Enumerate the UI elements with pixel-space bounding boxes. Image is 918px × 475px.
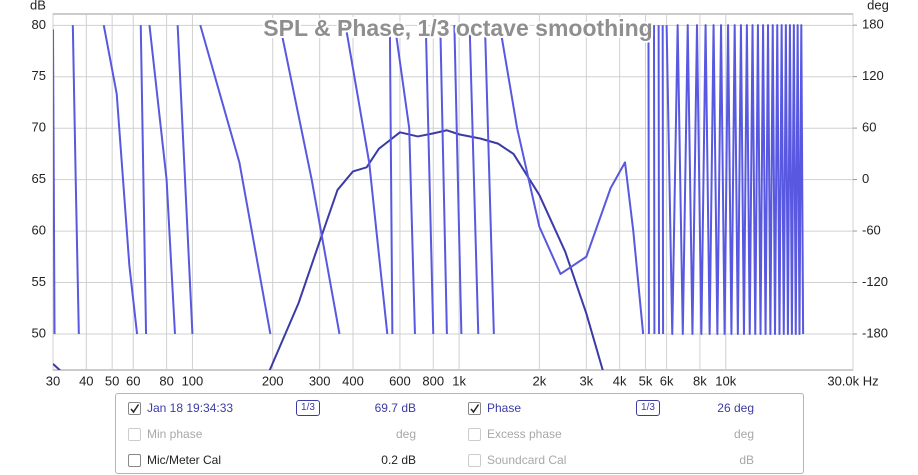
unit-label: deg: [733, 427, 754, 441]
y2-tick-label: 120: [862, 68, 884, 83]
x-tick-label: 8k: [693, 373, 707, 388]
chart-title: SPL & Phase, 1/3 octave smoothing: [263, 15, 652, 41]
x-tick-label: 800: [422, 373, 444, 388]
y2-tick-label: -120: [862, 274, 888, 289]
x-tick-label: 10k: [715, 373, 736, 388]
checkbox[interactable]: [128, 428, 141, 441]
x-tick-label: 5k: [639, 373, 653, 388]
y2-tick-label: -60: [862, 222, 881, 237]
y2-tick-label: -180: [862, 325, 888, 340]
x-tick-label: 4k: [613, 373, 627, 388]
spl-readout: 69.7 dB: [374, 401, 416, 415]
y-tick-label: 65: [32, 171, 46, 186]
chart: dB deg SPL & Phase, 1/3 octave smoothing…: [30, 0, 889, 388]
unit-label: deg: [395, 427, 416, 441]
phase-readout: 26 deg: [717, 401, 754, 415]
checkbox[interactable]: [128, 402, 141, 415]
y-axis-label: dB: [30, 0, 46, 12]
check-icon: [130, 404, 140, 414]
y2-tick-label: 60: [862, 120, 876, 135]
x-tick-label: 80: [159, 373, 173, 388]
checkbox[interactable]: [468, 402, 481, 415]
x-tick-label: 200: [262, 373, 284, 388]
checkbox[interactable]: [468, 454, 481, 467]
legend-entry[interactable]: Jan 18 19:34:33: [147, 401, 234, 415]
y-tick-label: 50: [32, 325, 46, 340]
option-label: Excess phase: [487, 427, 562, 441]
option-label: Mic/Meter Cal: [147, 453, 222, 467]
check-icon: [470, 404, 480, 414]
y2-axis-label: deg: [867, 0, 889, 12]
x-tick-label: 400: [342, 373, 364, 388]
x-tick-label: 40: [79, 373, 93, 388]
x-tick-label: 600: [389, 373, 411, 388]
y-tick-label: 75: [32, 68, 46, 83]
x-tick-label: 1k: [452, 373, 466, 388]
x-tick-label: 6k: [660, 373, 674, 388]
checkbox[interactable]: [468, 428, 481, 441]
y2-tick-label: 0: [862, 171, 869, 186]
y2-tick-label: 180: [862, 17, 884, 32]
legend-entry[interactable]: Phase: [487, 401, 522, 415]
y-tick-label: 80: [32, 17, 46, 32]
series-line: [53, 24, 805, 335]
x-tick-label: 50: [105, 373, 119, 388]
x-tick-label: 2k: [533, 373, 547, 388]
checkbox[interactable]: [128, 454, 141, 467]
cal-value: 0.2 dB: [381, 453, 416, 467]
series-line: [53, 129, 604, 370]
unit-label: dB: [739, 453, 754, 467]
x-tick-label: 30.0k Hz: [827, 373, 878, 388]
series-layer: [53, 24, 805, 370]
y-tick-label: 55: [32, 274, 46, 289]
option-label: Soundcard Cal: [487, 453, 567, 467]
x-tick-label: 3k: [579, 373, 593, 388]
x-tick-label: 60: [126, 373, 140, 388]
x-tick-label: 100: [182, 373, 204, 388]
legend-panel: Jan 18 19:34:33 1/3 69.7 dB Phase 1/3 26…: [115, 393, 804, 474]
y-tick-label: 70: [32, 120, 46, 135]
option-label: Min phase: [147, 427, 203, 441]
x-tick-label: 300: [309, 373, 331, 388]
smoothing-button[interactable]: 1/3: [636, 400, 660, 416]
x-tick-label: 30: [46, 373, 60, 388]
y-tick-label: 60: [32, 223, 46, 238]
smoothing-button[interactable]: 1/3: [296, 400, 320, 416]
